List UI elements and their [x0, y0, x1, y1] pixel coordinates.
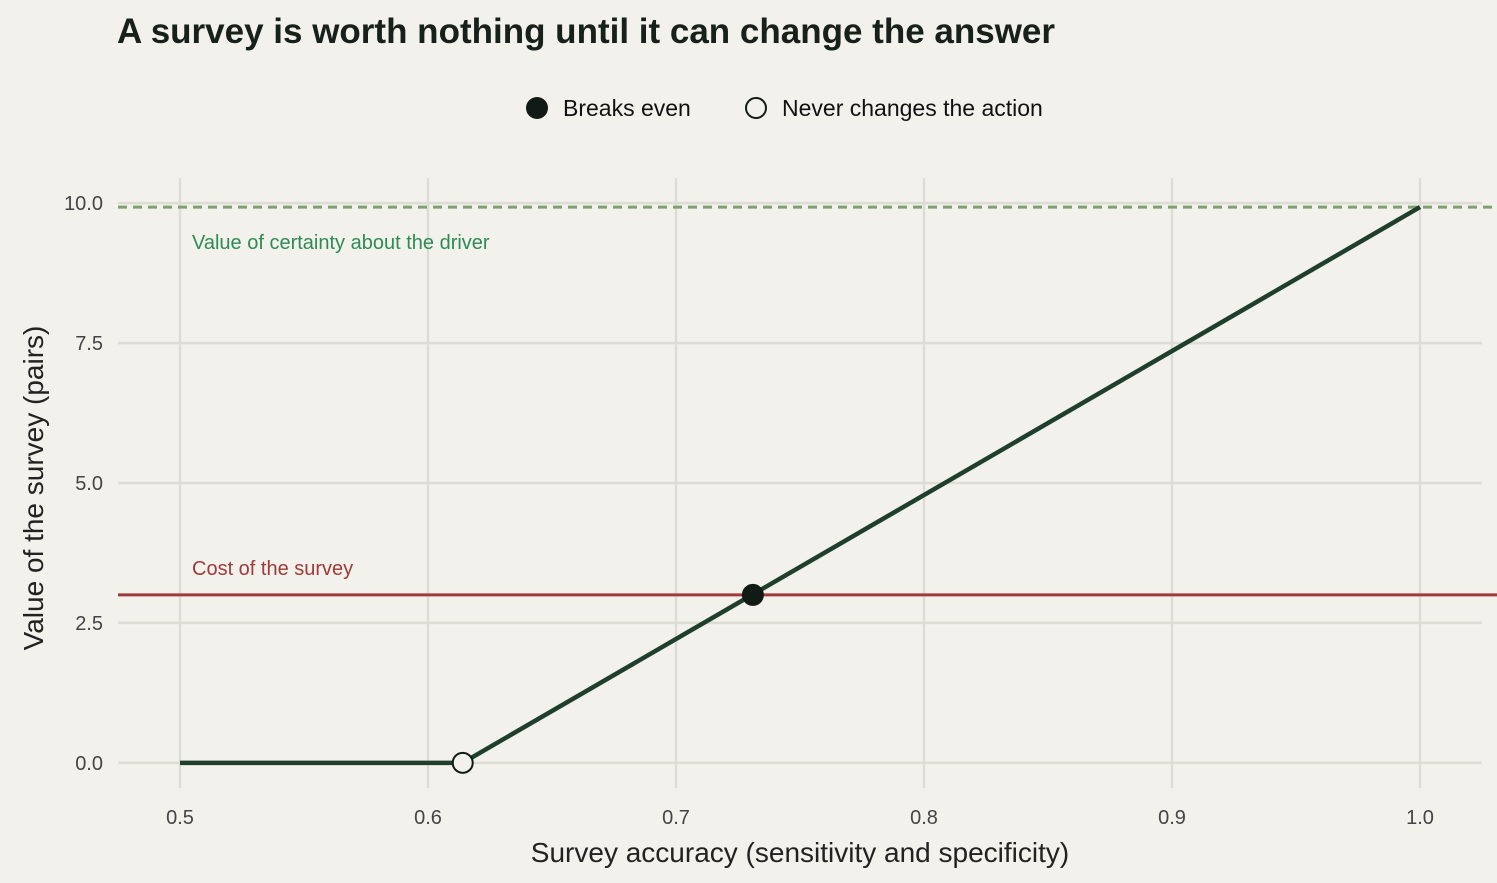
certainty-value-label: Value of certainty about the driver — [192, 232, 490, 254]
y-tick-label: 2.5 — [75, 613, 103, 635]
survey-cost-label: Cost of the survey — [192, 558, 353, 580]
y-axis-title: Value of the survey (pairs) — [18, 326, 49, 651]
legend: Breaks even Never changes the action — [0, 88, 1497, 128]
never-changes-point — [451, 751, 474, 774]
legend-item-breaks-even: Breaks even — [526, 88, 691, 128]
x-tick-label: 0.7 — [662, 807, 690, 829]
legend-label-breaks-even: Breaks even — [563, 94, 691, 121]
reference-lines: Cost of the survey Value of certainty abo… — [118, 205, 1497, 597]
x-axis-ticks: 0.5 0.6 0.7 0.8 0.9 1.0 — [166, 807, 1434, 829]
x-tick-label: 0.6 — [414, 807, 442, 829]
x-tick-label: 0.5 — [166, 807, 194, 829]
marker-layer — [451, 583, 764, 774]
legend-swatch-open-point — [745, 97, 767, 119]
break-even-point — [741, 583, 764, 606]
series-layer — [180, 205, 1422, 766]
legend-swatch-filled-point — [526, 97, 548, 119]
legend-label-never-changes: Never changes the action — [782, 94, 1043, 121]
x-tick-label: 0.9 — [1158, 807, 1186, 829]
y-tick-label: 0.0 — [75, 753, 103, 775]
legend-item-never-changes: Never changes the action — [745, 88, 1043, 128]
chart-title: A survey is worth nothing until it can c… — [117, 12, 1056, 51]
y-tick-label: 5.0 — [75, 473, 103, 495]
y-axis-ticks: 0.0 2.5 5.0 7.5 10.0 — [64, 193, 103, 775]
series-line — [180, 205, 1422, 766]
x-axis-title: Survey accuracy (sensitivity and specifi… — [531, 837, 1069, 868]
grid-lines — [118, 178, 1482, 788]
y-tick-label: 10.0 — [64, 193, 103, 215]
x-tick-label: 1.0 — [1406, 807, 1434, 829]
y-tick-label: 7.5 — [75, 333, 103, 355]
x-tick-label: 0.8 — [910, 807, 938, 829]
